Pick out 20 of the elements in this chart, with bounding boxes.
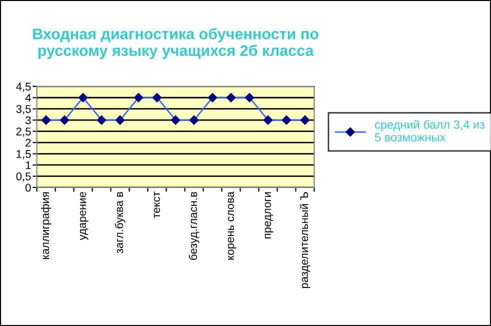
x-tick-label: безуд.гласн.в: [188, 192, 200, 260]
y-tick-label: 2,5: [16, 128, 31, 137]
y-tick-label: 1: [26, 161, 31, 170]
x-tick-label: ударение: [80, 192, 88, 240]
y-tick-label: 3: [26, 116, 31, 124]
x-tick-label: корень слова: [228, 191, 236, 260]
x-tick-label: каллиграфия: [40, 192, 52, 259]
y-tick-label: 2: [26, 138, 31, 147]
x-tick-label: текст: [154, 192, 160, 218]
x-tick-label: загл.буква в: [114, 192, 126, 254]
x-tick-label: разделительный Ъ: [300, 192, 310, 288]
y-tick-label: 4,5: [16, 82, 31, 92]
y-tick-label: 4: [25, 94, 31, 102]
legend-label: средний балл 3,4 из 5 возможных: [374, 120, 485, 142]
x-tick-label: предлоги: [264, 192, 274, 238]
y-tick-label: 1,5: [16, 150, 31, 160]
chart-title: Входная диагностика обученности по русскому языку учащихся 2б класса: [33, 28, 318, 60]
y-tick-label: 3,5: [16, 105, 31, 114]
y-tick-label: 0,5: [16, 172, 31, 182]
y-tick-label: 0: [26, 184, 31, 192]
